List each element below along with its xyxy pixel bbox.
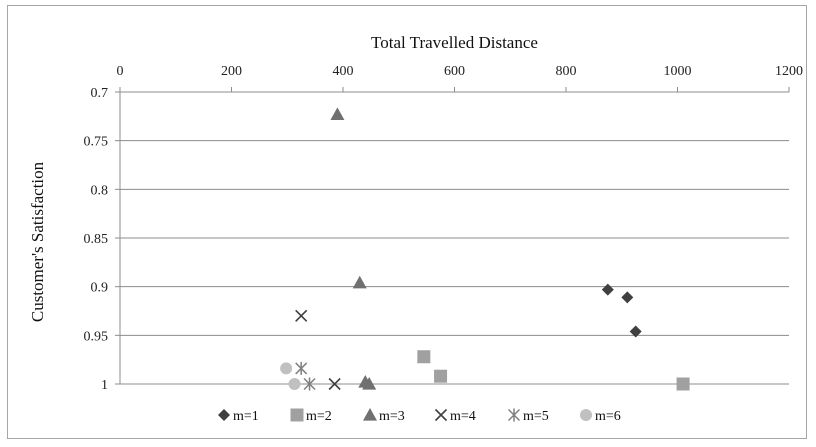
legend-label: m=6 — [595, 409, 621, 424]
data-point-m4 — [295, 309, 308, 322]
legend-marker-m2 — [290, 408, 304, 422]
data-point-m1 — [621, 291, 634, 304]
x-tick-label: 200 — [221, 64, 242, 79]
gridlines — [120, 140, 789, 385]
data-point-m6 — [280, 362, 293, 375]
data-point-m3 — [352, 275, 367, 289]
data-point-m4 — [328, 377, 341, 391]
legend-label: m=2 — [306, 409, 332, 424]
data-point-m5 — [295, 361, 308, 375]
axes — [115, 87, 790, 385]
y-tick-label: 1 — [101, 378, 108, 393]
y-tick-label: 0.7 — [91, 86, 109, 101]
y-tick-label: 0.95 — [84, 329, 109, 344]
data-point-m3 — [362, 377, 377, 390]
legend-marker-m1 — [218, 409, 230, 421]
data-point-m1 — [629, 325, 642, 338]
y-tick-label: 0.75 — [84, 135, 109, 150]
y-tick-label: 0.9 — [91, 281, 109, 296]
x-tick-label: 0 — [117, 64, 124, 79]
x-tick-label: 600 — [444, 64, 465, 79]
data-point-m2 — [417, 350, 431, 364]
x-tick-label: 1000 — [664, 64, 692, 79]
x-tick-labels: 0 200 400 600 800 1000 1200 — [117, 64, 804, 79]
x-tick-label: 1200 — [775, 64, 803, 79]
chart-frame — [7, 5, 807, 439]
y-axis-title: Customer's Satisfaction — [28, 161, 47, 322]
legend-label: m=4 — [450, 409, 476, 424]
data-points — [280, 107, 690, 391]
data-point-m1 — [601, 283, 614, 296]
x-tick-label: 800 — [556, 64, 577, 79]
data-point-m5 — [303, 377, 316, 391]
y-tick-label: 0.85 — [84, 232, 109, 247]
legend-marker-m4 — [434, 408, 448, 422]
data-point-m6 — [288, 378, 301, 390]
legend-marker-m5 — [507, 408, 521, 422]
data-point-m2 — [434, 369, 448, 383]
data-point-m2 — [676, 377, 690, 391]
legend-label: m=3 — [379, 409, 405, 424]
y-tick-label: 0.8 — [91, 183, 109, 198]
legend-label: m=5 — [523, 409, 549, 424]
legend-marker-m6 — [580, 409, 592, 421]
y-tick-labels: 0.7 0.75 0.8 0.85 0.9 0.95 1 — [84, 86, 109, 393]
x-axis-title: Total Travelled Distance — [371, 33, 538, 52]
legend-label: m=1 — [233, 409, 259, 424]
legend: m=1 m=2 m=3 m=4 m=5 m=6 — [218, 408, 621, 424]
data-point-m3 — [330, 107, 345, 120]
x-tick-label: 400 — [333, 64, 354, 79]
legend-marker-m3 — [363, 408, 377, 421]
